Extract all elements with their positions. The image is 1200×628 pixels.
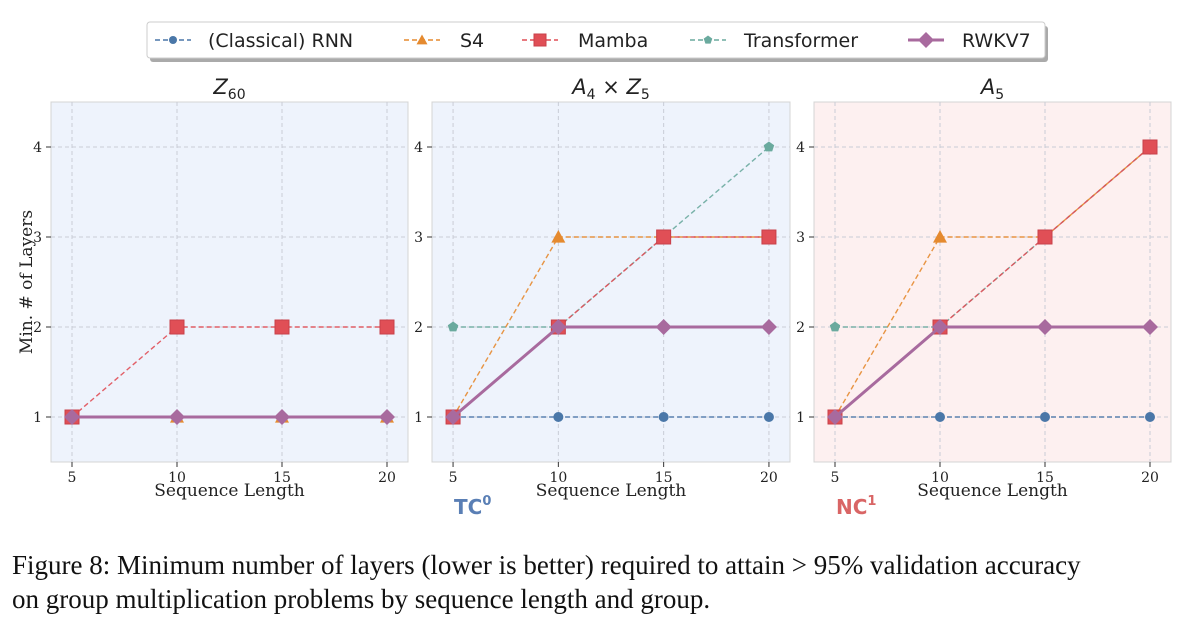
data-point — [658, 412, 669, 422]
complexity-class-label: TC0 — [454, 494, 491, 519]
y-tick-label: 4 — [33, 140, 42, 156]
data-point — [932, 319, 948, 335]
x-tick-label: 15 — [1036, 470, 1054, 486]
figure-caption: Figure 8: Minimum number of layers (lowe… — [12, 548, 1192, 616]
complexity-class-label: NC1 — [836, 494, 876, 519]
data-point — [379, 319, 395, 335]
data-point — [827, 409, 843, 425]
data-point — [1142, 319, 1158, 335]
x-tick-label: 15 — [655, 470, 673, 486]
y-tick-label: 4 — [414, 140, 423, 156]
x-tick-label: 10 — [168, 470, 186, 486]
y-tick-label: 3 — [414, 230, 423, 246]
legend-marker — [918, 32, 934, 48]
data-point — [550, 319, 567, 335]
data-point — [933, 230, 947, 243]
legend-label: RWKV7 — [962, 30, 1031, 52]
data-point — [169, 409, 185, 425]
data-point — [829, 321, 841, 332]
data-point — [274, 409, 290, 425]
x-tick-label: 10 — [549, 470, 567, 486]
x-tick-label: 5 — [449, 470, 458, 486]
chart-panel-2: 5 10 15 20 1 2 3 4 A4 × Z5 Sequence Length TC0 — [414, 75, 791, 519]
legend-marker — [703, 35, 713, 44]
series-line — [452, 236, 769, 418]
x-axis-label: Sequence Length — [154, 481, 305, 501]
data-point — [1142, 139, 1158, 155]
x-axis-label: Sequence Length — [917, 481, 1068, 501]
data-point — [655, 319, 672, 335]
series-line — [452, 325, 769, 419]
data-point — [763, 412, 774, 422]
figure: (Classical) RNN S4 Mamba Transformer RWKV7 5 1… — [17, 21, 1172, 519]
y-tick-label: 2 — [414, 320, 423, 336]
data-point — [1145, 412, 1155, 422]
plot-area — [431, 101, 791, 463]
series-line — [834, 146, 1151, 418]
data-point — [1037, 319, 1053, 335]
y-tick-label: 4 — [796, 140, 805, 156]
caption-line-2: on group multiplication problems by sequ… — [12, 584, 711, 614]
legend-label: Mamba — [578, 30, 648, 52]
legend-marker — [169, 36, 177, 44]
x-tick-label: 15 — [273, 470, 291, 486]
data-point — [1037, 229, 1053, 245]
data-point — [64, 409, 80, 425]
data-point — [656, 229, 672, 245]
legend-entry-rwkv7: RWKV7 — [908, 30, 1031, 52]
data-point — [551, 230, 566, 243]
series-line — [834, 325, 1150, 419]
plot-area — [813, 101, 1172, 463]
x-axis-label: Sequence Length — [536, 481, 687, 501]
x-tick-label: 20 — [1141, 470, 1159, 486]
caption-line-1: Figure 8: Minimum number of layers (lowe… — [12, 550, 1081, 580]
x-tick-label: 5 — [68, 470, 77, 486]
series-rwkv7 — [445, 319, 777, 425]
data-point — [379, 409, 395, 425]
chart-title: A5 — [979, 75, 1004, 103]
y-tick-label: 1 — [33, 410, 42, 426]
legend-entry-classical-rnn: (Classical) RNN — [155, 30, 353, 52]
y-axis-label: Min. # of Layers — [17, 210, 37, 354]
x-tick-label: 20 — [378, 470, 396, 486]
legend-entry-mamba: Mamba — [522, 30, 648, 52]
legend-label: (Classical) RNN — [208, 30, 353, 52]
data-point — [760, 319, 777, 335]
x-tick-label: 5 — [831, 470, 840, 486]
data-point — [445, 409, 462, 425]
legend-label: Transformer — [743, 30, 858, 52]
y-tick-label: 2 — [33, 320, 42, 336]
series-line — [834, 146, 1151, 418]
y-tick-label: 1 — [796, 410, 805, 426]
data-point — [169, 319, 185, 335]
legend-label: S4 — [460, 30, 484, 52]
data-point — [1040, 412, 1050, 422]
chart-title: A4 × Z5 — [570, 75, 650, 103]
chart-title: Z60 — [212, 75, 245, 103]
legend-marker — [533, 33, 547, 47]
chart-panel-1: 5 10 15 20 1 2 3 4 Z60 Sequence Length Min. # of L… — [17, 75, 409, 501]
series-rwkv7 — [827, 319, 1158, 425]
x-tick-label: 10 — [931, 470, 949, 486]
legend-entry-transformer: Transformer — [690, 30, 858, 52]
data-point — [447, 321, 459, 332]
legend-entry-s4: S4 — [404, 30, 484, 52]
data-point — [274, 319, 290, 335]
x-tick-label: 20 — [760, 470, 778, 486]
data-point — [935, 412, 945, 422]
chart-panel-3: 5 10 15 20 1 2 3 4 A5 Sequence Length NC1 — [796, 75, 1172, 519]
series-line — [452, 236, 769, 418]
data-point — [763, 141, 775, 152]
series-rwkv7 — [64, 409, 395, 425]
y-tick-label: 2 — [796, 320, 805, 336]
plot-area — [50, 101, 409, 463]
y-tick-label: 3 — [796, 230, 805, 246]
y-tick-label: 1 — [414, 410, 423, 426]
legend: (Classical) RNN S4 Mamba Transformer RWKV7 — [146, 21, 1048, 62]
data-point — [553, 412, 564, 422]
legend-marker — [416, 34, 428, 45]
data-point — [761, 229, 777, 245]
y-tick-label: 3 — [33, 230, 42, 246]
legend-box — [146, 21, 1046, 59]
